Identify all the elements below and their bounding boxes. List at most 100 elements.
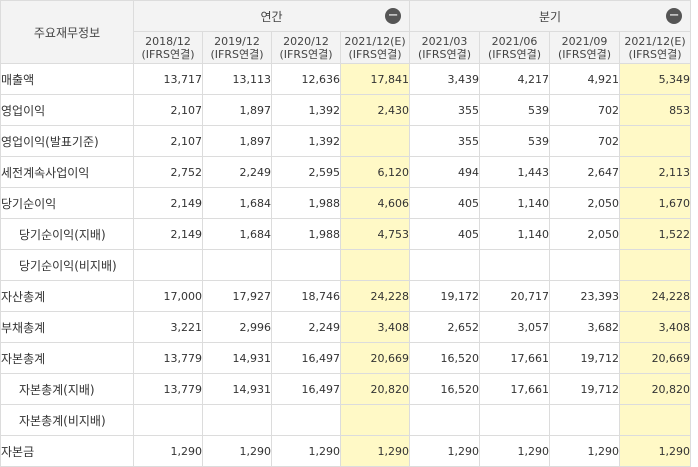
table-row: 자본총계(지배) 13,779 14,931 16,497 20,820 16,520 17…	[0, 373, 692, 405]
value-cell	[619, 404, 692, 436]
value-cell: 3,221	[133, 311, 203, 343]
value-cell: 14,931	[202, 342, 272, 374]
period-date: 2021/06	[491, 34, 538, 48]
value-cell: 20,717	[479, 280, 551, 312]
period-basis: (IFRS연결)	[418, 47, 472, 61]
collapse-quarterly-icon[interactable]: −	[666, 8, 683, 24]
table-row: 영업이익 2,107 1,897 1,392 2,430 355 539 702 853	[0, 94, 692, 126]
value-cell	[339, 249, 411, 281]
value-cell: 5,349	[619, 63, 692, 95]
row-label: 세전계속사업이익	[0, 156, 134, 188]
row-label: 영업이익	[0, 94, 134, 126]
value-cell: 16,520	[409, 342, 481, 374]
value-cell: 539	[479, 125, 551, 157]
value-cell: 2,430	[339, 94, 411, 126]
value-cell	[409, 249, 481, 281]
period-basis: (IFRS연결)	[141, 47, 195, 61]
value-cell	[202, 249, 272, 281]
period-header: 2021/12(E) (IFRS연결)	[339, 31, 411, 64]
row-label: 자산총계	[0, 280, 134, 312]
value-cell: 1,988	[271, 187, 341, 219]
value-cell: 2,752	[133, 156, 203, 188]
value-cell	[549, 404, 621, 436]
period-date: 2019/12	[214, 34, 260, 48]
value-cell	[339, 404, 411, 436]
value-cell: 23,393	[549, 280, 621, 312]
period-header: 2021/12(E) (IFRS연결)	[619, 31, 692, 64]
value-cell: 17,841	[339, 63, 411, 95]
row-label: 당기순이익(비지배)	[0, 249, 134, 281]
value-cell: 17,661	[479, 342, 551, 374]
table-row: 자본총계 13,779 14,931 16,497 20,669 16,520 17,661…	[0, 342, 692, 374]
value-cell: 2,050	[549, 218, 621, 250]
value-cell: 16,497	[271, 342, 341, 374]
value-cell: 2,149	[133, 218, 203, 250]
period-header: 2021/09 (IFRS연결)	[549, 31, 621, 64]
value-cell: 1,290	[619, 435, 692, 467]
collapse-annual-icon[interactable]: −	[385, 8, 402, 24]
period-basis: (IFRS연결)	[628, 47, 682, 61]
period-basis: (IFRS연결)	[210, 47, 264, 61]
value-cell: 2,149	[133, 187, 203, 219]
value-cell: 1,290	[549, 435, 621, 467]
value-cell: 2,249	[271, 311, 341, 343]
period-header: 2021/06 (IFRS연결)	[479, 31, 551, 64]
row-label: 자본총계(지배)	[0, 373, 134, 405]
table-row: 자산총계 17,000 17,927 18,746 24,228 19,172 20,717…	[0, 280, 692, 312]
table-row: 당기순이익(비지배)	[0, 249, 692, 281]
value-cell: 539	[479, 94, 551, 126]
value-cell: 13,779	[133, 373, 203, 405]
period-date: 2020/12	[283, 34, 329, 48]
value-cell: 1,522	[619, 218, 692, 250]
row-label: 부채총계	[0, 311, 134, 343]
value-cell: 13,717	[133, 63, 203, 95]
table-row: 자본총계(비지배)	[0, 404, 692, 436]
value-cell: 3,408	[339, 311, 411, 343]
value-cell: 1,897	[202, 125, 272, 157]
value-cell: 20,820	[619, 373, 692, 405]
value-cell	[619, 125, 692, 157]
value-cell: 3,408	[619, 311, 692, 343]
period-basis: (IFRS연결)	[279, 47, 333, 61]
value-cell: 355	[409, 94, 481, 126]
period-date: 2021/12(E)	[344, 34, 406, 48]
value-cell	[409, 404, 481, 436]
value-cell: 1,290	[271, 435, 341, 467]
period-date: 2021/09	[561, 34, 608, 48]
group-label-annual: 연간	[260, 9, 283, 24]
value-cell: 2,595	[271, 156, 341, 188]
corner-label: 주요재무정보	[0, 0, 134, 64]
row-label: 영업이익(발표기준)	[0, 125, 134, 157]
value-cell: 6,120	[339, 156, 411, 188]
period-basis: (IFRS연결)	[558, 47, 612, 61]
value-cell: 16,497	[271, 373, 341, 405]
value-cell	[339, 125, 411, 157]
value-cell	[133, 404, 203, 436]
value-cell	[271, 249, 341, 281]
value-cell: 19,712	[549, 373, 621, 405]
value-cell: 2,107	[133, 125, 203, 157]
row-label: 자본금	[0, 435, 134, 467]
value-cell: 1,140	[479, 218, 551, 250]
value-cell: 4,921	[549, 63, 621, 95]
value-cell: 4,753	[339, 218, 411, 250]
value-cell: 16,520	[409, 373, 481, 405]
value-cell	[479, 249, 551, 281]
row-label: 당기순이익	[0, 187, 134, 219]
group-header-annual: 연간 −	[132, 0, 411, 32]
value-cell: 405	[409, 218, 481, 250]
value-cell: 1,392	[271, 125, 341, 157]
period-header: 2019/12 (IFRS연결)	[202, 31, 272, 64]
period-date: 2021/03	[421, 34, 468, 48]
value-cell: 702	[549, 125, 621, 157]
table-row: 당기순이익(지배) 2,149 1,684 1,988 4,753 405 1,140 2,0…	[0, 218, 692, 250]
value-cell: 17,661	[479, 373, 551, 405]
row-label: 당기순이익(지배)	[0, 218, 134, 250]
value-cell	[479, 404, 551, 436]
value-cell: 3,682	[549, 311, 621, 343]
value-cell: 1,684	[202, 218, 272, 250]
value-cell	[202, 404, 272, 436]
value-cell: 4,217	[479, 63, 551, 95]
value-cell	[549, 249, 621, 281]
group-label-quarterly: 분기	[539, 9, 562, 24]
